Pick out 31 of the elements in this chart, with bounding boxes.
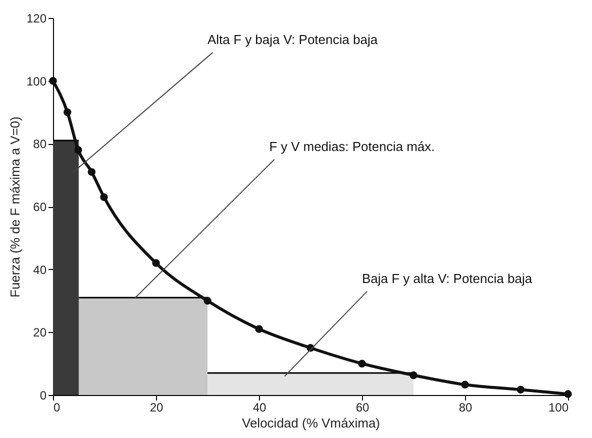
- y-tick-label: 0: [40, 388, 47, 402]
- x-tick-label: 20: [150, 400, 164, 414]
- point: [516, 386, 524, 394]
- y-tick-label: 60: [33, 200, 47, 214]
- y-tick-label: 20: [33, 326, 47, 340]
- x-tick-label: 80: [458, 400, 472, 414]
- point: [461, 380, 469, 388]
- point: [64, 108, 72, 116]
- point: [255, 325, 263, 333]
- point: [49, 76, 57, 85]
- y-tick-label: 120: [26, 12, 47, 26]
- point: [358, 360, 366, 368]
- point: [204, 296, 212, 305]
- x-tick-label: 100: [548, 400, 569, 414]
- point: [152, 259, 160, 267]
- annotation: Baja F y alta V: Potencia baja: [362, 270, 533, 286]
- y-tick-label: 40: [33, 262, 47, 277]
- x-tick-label: 40: [252, 400, 266, 414]
- point: [74, 146, 82, 154]
- x-axis-title: Velocidad (% Vmáxima): [242, 416, 380, 430]
- annotation: F y V medias: Potencia máx.: [269, 138, 435, 154]
- annotation: Alta F y baja V: Potencia baja: [208, 32, 378, 47]
- x-tick-label: 0: [54, 400, 60, 414]
- x-tick-label: 60: [356, 400, 370, 414]
- y-tick-label: 80: [33, 137, 47, 152]
- point: [564, 390, 572, 398]
- point: [100, 193, 108, 201]
- y-axis-title: Fuerza (% de F máxima a V=0): [7, 116, 22, 298]
- point: [410, 371, 418, 380]
- point: [88, 168, 96, 176]
- y-tick-label: 100: [26, 74, 47, 88]
